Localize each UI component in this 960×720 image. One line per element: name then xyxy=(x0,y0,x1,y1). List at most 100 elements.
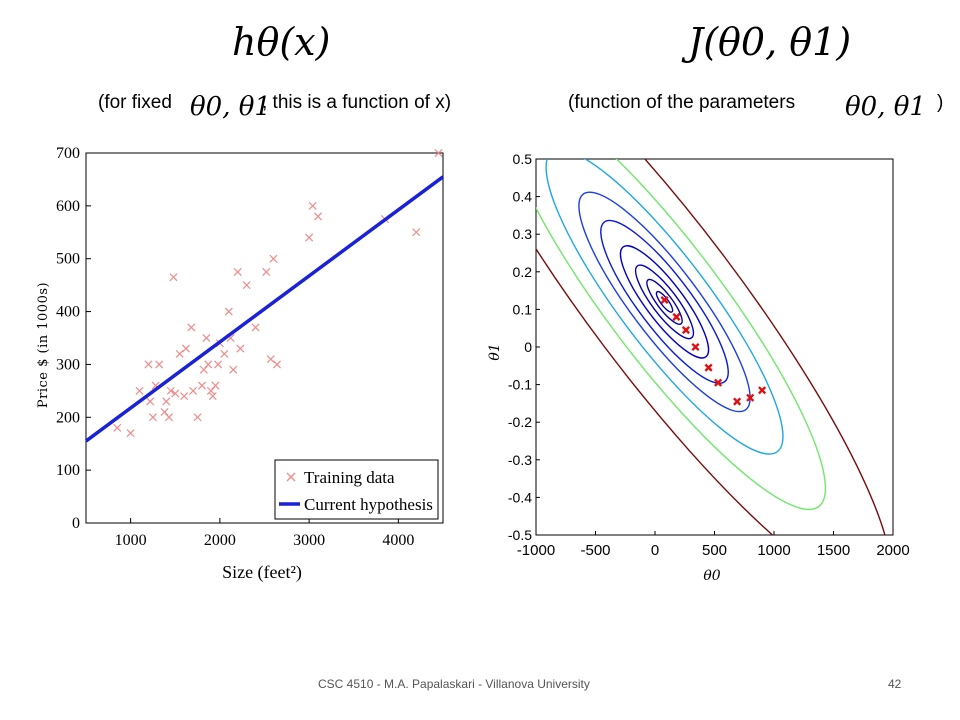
x-tick-label: 1000 xyxy=(115,532,147,549)
descent-step-marker xyxy=(672,312,681,321)
contour-line xyxy=(619,245,710,359)
descent-step-marker xyxy=(691,342,700,352)
y-tick-label: 700 xyxy=(56,145,80,162)
y-tick-label: 0.1 xyxy=(513,301,533,317)
y-tick-label: 0.5 xyxy=(513,151,533,167)
right-y-axis-label: θ1 xyxy=(487,343,503,360)
y-tick-label: 500 xyxy=(56,251,80,268)
x-tick-label: -1000 xyxy=(517,542,555,559)
right-caption-pre: (function of the parameters xyxy=(568,92,796,113)
hypothesis-formula: hθ(x) xyxy=(232,20,331,64)
training-data-point xyxy=(193,413,202,422)
training-data-point xyxy=(229,365,238,374)
x-tick-label: 4000 xyxy=(382,532,414,549)
training-data-point xyxy=(434,148,443,158)
contour-line xyxy=(578,191,751,413)
y-tick-label: 300 xyxy=(56,356,80,373)
training-data-point xyxy=(148,413,157,422)
legend-box xyxy=(274,459,439,520)
y-tick-label: -0.1 xyxy=(508,377,532,393)
training-data-point xyxy=(180,392,189,401)
training-data-point xyxy=(166,386,175,395)
training-data-point xyxy=(164,413,174,422)
training-data-point xyxy=(211,381,220,390)
right-caption-params: θ0, θ1 xyxy=(845,92,926,122)
y-tick-label: -0.3 xyxy=(508,452,532,468)
y-tick-label: 0 xyxy=(524,339,532,355)
training-data-point xyxy=(233,267,242,276)
training-data-point xyxy=(204,360,213,369)
descent-step-marker xyxy=(733,397,742,406)
left-caption-pre: (for fixed xyxy=(98,92,172,113)
descent-step-marker xyxy=(758,386,767,395)
descent-step-marker xyxy=(746,393,755,402)
descent-step-marker xyxy=(681,326,690,335)
left-caption-post: , this is a function of x) xyxy=(262,92,452,113)
y-tick-label: 400 xyxy=(56,304,80,321)
contour-line xyxy=(634,264,695,340)
legend-label-hypothesis: Current hypothesis xyxy=(304,495,433,514)
training-data-point xyxy=(224,307,233,316)
descent-step-marker xyxy=(704,363,713,372)
y-tick-label: 0.3 xyxy=(513,226,533,242)
training-data-point xyxy=(162,397,171,406)
training-data-point xyxy=(269,254,278,263)
training-data-point xyxy=(236,344,245,353)
training-data-point xyxy=(144,360,153,369)
x-tick-label: 2000 xyxy=(876,542,909,559)
cost-function-formula: J(θ0, θ1) xyxy=(688,20,852,64)
training-data-point xyxy=(308,201,317,210)
training-data-point xyxy=(187,323,196,332)
training-data-point xyxy=(202,333,211,343)
training-data-point xyxy=(126,429,135,438)
y-tick-label: -0.5 xyxy=(508,527,532,543)
legend-marker-training xyxy=(286,472,296,482)
right-x-axis-label: θ0 xyxy=(703,568,720,584)
training-data-point xyxy=(251,323,260,332)
training-data-point xyxy=(305,233,314,242)
training-data-point xyxy=(272,360,282,369)
cost-contour-chart: -1000 -500 0 500 1000 1500 2000 -0.5 -0.4 -0.3 -0.… xyxy=(487,151,910,584)
left-caption-params: θ0, θ1 xyxy=(190,92,271,122)
x-tick-label: 1500 xyxy=(817,542,850,559)
x-tick-label: 500 xyxy=(702,542,727,559)
training-data-point xyxy=(175,349,184,358)
x-tick-label: -500 xyxy=(580,542,610,559)
right-plot-frame xyxy=(535,158,894,536)
y-tick-label: 0.4 xyxy=(513,189,533,205)
y-tick-label: 600 xyxy=(56,198,80,215)
training-data-point xyxy=(198,381,207,390)
contour-line xyxy=(655,290,674,313)
training-data-point xyxy=(262,267,271,276)
legend-label-training: Training data xyxy=(304,468,395,487)
left-y-axis-label: Price $ (in 1000s) xyxy=(36,282,51,408)
left-x-axis-label: Size (feet²) xyxy=(222,562,302,583)
x-tick-label: 1000 xyxy=(757,542,790,559)
training-data-point xyxy=(314,212,323,221)
training-data-point xyxy=(155,360,164,369)
training-data-point xyxy=(242,281,251,290)
right-caption-post: ) xyxy=(937,92,944,113)
training-data-point xyxy=(208,392,217,401)
contour-line xyxy=(536,159,892,535)
footer-text: CSC 4510 - M.A. Papalaskari - Villanova … xyxy=(318,677,590,691)
training-data-point xyxy=(169,273,178,282)
training-data-point xyxy=(181,344,190,353)
descent-step-marker xyxy=(660,295,669,305)
y-tick-label: -0.2 xyxy=(508,414,532,430)
training-data-point xyxy=(146,397,155,406)
y-tick-label: 0.2 xyxy=(513,264,533,280)
x-tick-label: 0 xyxy=(651,542,659,559)
training-data-point xyxy=(412,228,421,237)
y-tick-label: 200 xyxy=(56,409,80,426)
training-data-point xyxy=(266,355,275,364)
y-tick-label: 0 xyxy=(72,515,80,532)
y-tick-label: -0.4 xyxy=(508,489,532,505)
contour-line xyxy=(545,159,784,455)
training-data-point xyxy=(113,423,122,432)
hypothesis-line xyxy=(84,175,445,443)
contour-line xyxy=(536,159,827,511)
training-data-point xyxy=(171,389,180,398)
x-tick-label: 3000 xyxy=(293,532,325,549)
